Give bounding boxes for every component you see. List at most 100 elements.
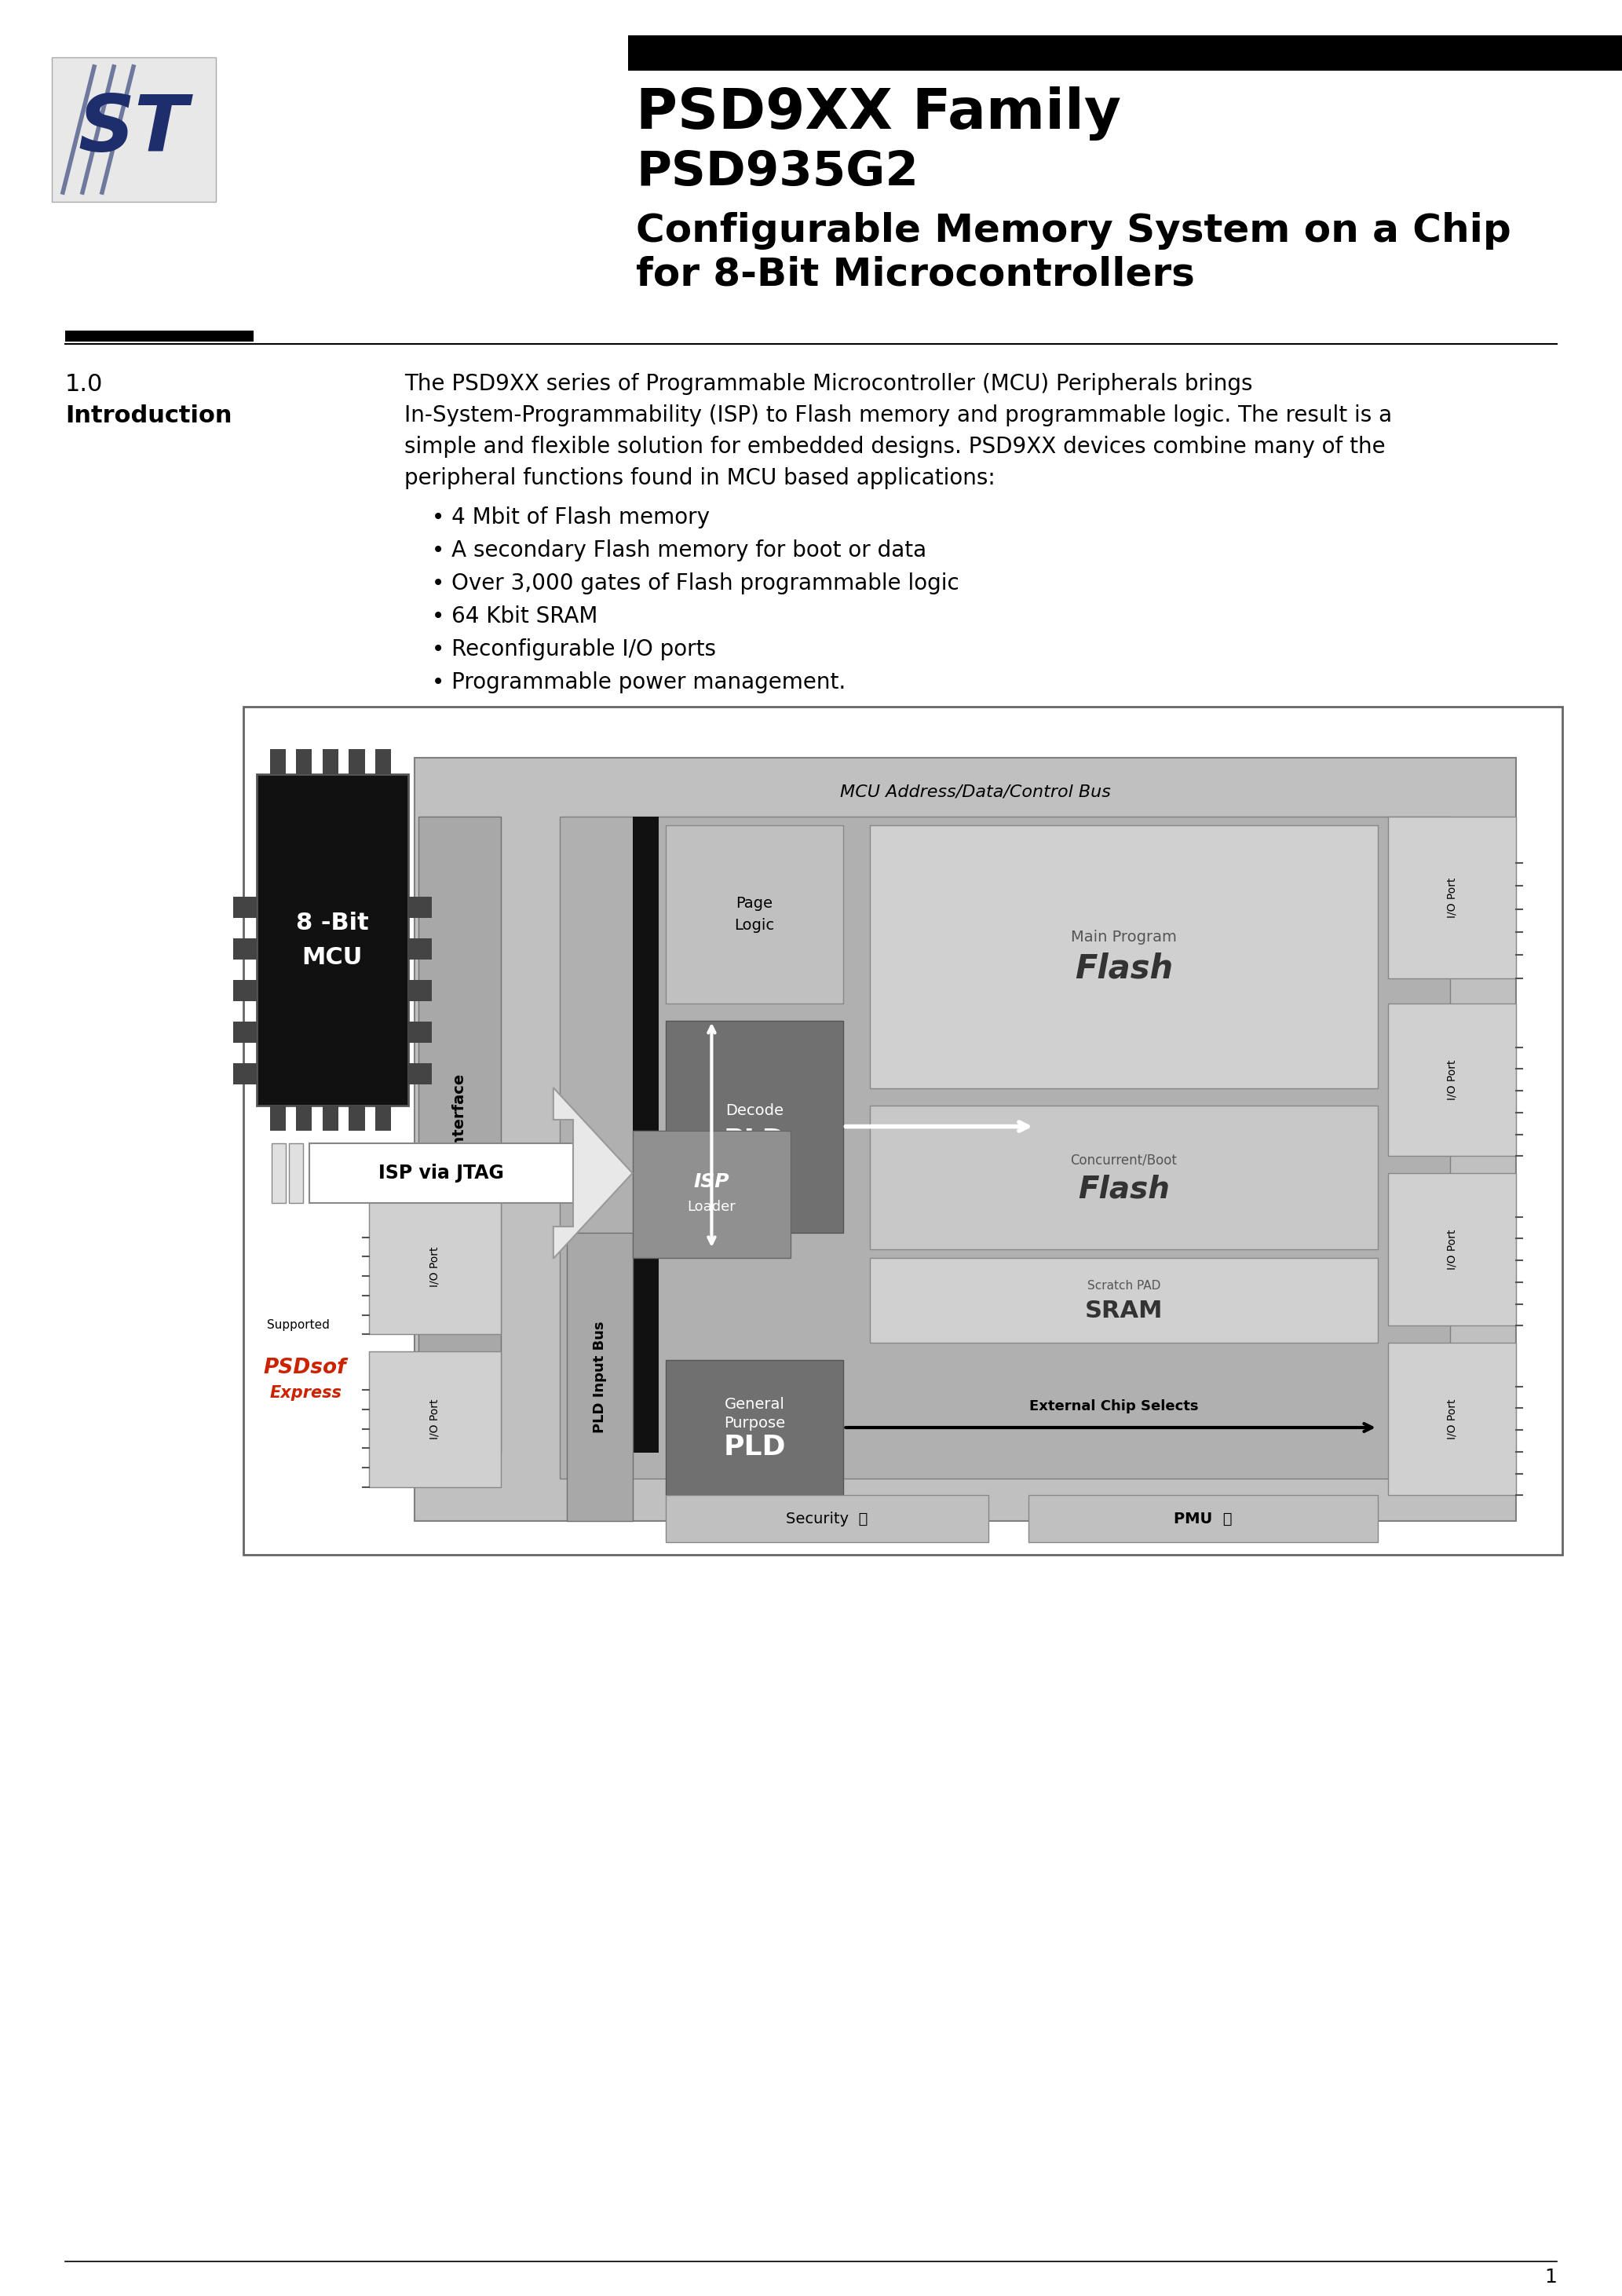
Bar: [323, 748, 339, 774]
Text: • 64 Kbit SRAM: • 64 Kbit SRAM: [431, 606, 599, 627]
Bar: [234, 939, 256, 960]
Text: PLD Input Bus: PLD Input Bus: [592, 1320, 607, 1433]
Bar: [256, 774, 409, 1104]
Bar: [566, 1233, 633, 1520]
Bar: [243, 707, 1562, 1554]
Bar: [869, 1104, 1377, 1249]
Text: PMU  🖴: PMU 🖴: [1174, 1511, 1233, 1527]
Text: PSD935G2: PSD935G2: [636, 149, 918, 195]
Bar: [665, 1359, 843, 1495]
Bar: [269, 748, 285, 774]
Text: 1: 1: [1544, 2268, 1557, 2287]
Bar: [349, 748, 365, 774]
Text: Scratch PAD: Scratch PAD: [1087, 1281, 1160, 1293]
Bar: [297, 748, 311, 774]
Text: Main Program: Main Program: [1071, 930, 1176, 944]
Bar: [323, 1104, 339, 1130]
Text: Security  🔒: Security 🔒: [787, 1511, 868, 1527]
Text: Decode: Decode: [725, 1104, 783, 1118]
Bar: [409, 898, 431, 918]
Text: Flash: Flash: [1079, 1173, 1169, 1203]
Text: Configurable Memory System on a Chip: Configurable Memory System on a Chip: [636, 211, 1512, 250]
Bar: [269, 1104, 285, 1130]
Bar: [409, 1022, 431, 1042]
Bar: [633, 1130, 792, 1258]
Text: Flash: Flash: [1075, 953, 1173, 985]
Text: PSD9XX Family: PSD9XX Family: [636, 87, 1121, 140]
Bar: [368, 1199, 501, 1334]
Text: Concurrent/Boot: Concurrent/Boot: [1071, 1153, 1178, 1166]
Text: PLD: PLD: [723, 1433, 785, 1460]
Bar: [65, 331, 253, 342]
Text: Loader: Loader: [688, 1201, 736, 1215]
Bar: [409, 980, 431, 1001]
Text: Purpose: Purpose: [723, 1417, 785, 1430]
Bar: [1388, 1343, 1517, 1495]
Bar: [409, 1063, 431, 1084]
Bar: [869, 827, 1377, 1088]
Text: I/O Port: I/O Port: [1447, 1228, 1458, 1270]
Text: I/O Port: I/O Port: [430, 1247, 440, 1286]
Bar: [368, 1352, 501, 1488]
Bar: [633, 817, 659, 1453]
Text: The PSD9XX series of Programmable Microcontroller (MCU) Peripherals brings: The PSD9XX series of Programmable Microc…: [404, 372, 1252, 395]
Bar: [1388, 817, 1517, 978]
Text: I/O Port: I/O Port: [1447, 1061, 1458, 1100]
Bar: [1388, 1173, 1517, 1325]
Text: External Chip Selects: External Chip Selects: [1030, 1398, 1199, 1414]
Text: In-System-Programmability (ISP) to Flash memory and programmable logic. The resu: In-System-Programmability (ISP) to Flash…: [404, 404, 1392, 427]
Text: I/O Port: I/O Port: [1447, 1398, 1458, 1440]
Text: Express: Express: [269, 1384, 342, 1401]
FancyBboxPatch shape: [52, 57, 216, 202]
Bar: [349, 1104, 365, 1130]
Text: SRAM: SRAM: [1085, 1300, 1163, 1322]
Bar: [234, 1022, 256, 1042]
Text: MCU Address/Data/Control Bus: MCU Address/Data/Control Bus: [840, 783, 1111, 799]
Text: PSDsof: PSDsof: [263, 1357, 345, 1378]
Text: General: General: [725, 1396, 785, 1412]
Bar: [297, 1104, 311, 1130]
Text: ISP: ISP: [694, 1173, 730, 1192]
Bar: [271, 1143, 285, 1203]
Text: simple and flexible solution for embedded designs. PSD9XX devices combine many o: simple and flexible solution for embedde…: [404, 436, 1385, 457]
Text: • Over 3,000 gates of Flash programmable logic: • Over 3,000 gates of Flash programmable…: [431, 572, 959, 595]
Bar: [665, 1495, 988, 1543]
Bar: [234, 1063, 256, 1084]
Text: I/O Port: I/O Port: [430, 1398, 440, 1440]
Text: I/O Port: I/O Port: [1447, 877, 1458, 918]
Text: MCU: MCU: [302, 946, 363, 969]
Text: • Reconfigurable I/O ports: • Reconfigurable I/O ports: [431, 638, 715, 661]
Bar: [234, 980, 256, 1001]
Bar: [409, 939, 431, 960]
Bar: [310, 1143, 573, 1203]
Text: • Programmable power management.: • Programmable power management.: [431, 670, 845, 693]
Bar: [665, 827, 843, 1003]
Text: • A secondary Flash memory for boot or data: • A secondary Flash memory for boot or d…: [431, 540, 926, 563]
Text: peripheral functions found in MCU based applications:: peripheral functions found in MCU based …: [404, 466, 996, 489]
Text: 1.0: 1.0: [65, 372, 104, 395]
Text: for 8-Bit Microcontrollers: for 8-Bit Microcontrollers: [636, 255, 1195, 294]
Text: • 4 Mbit of Flash memory: • 4 Mbit of Flash memory: [431, 507, 710, 528]
Bar: [665, 1019, 843, 1233]
Text: ISP via JTAG: ISP via JTAG: [378, 1164, 504, 1182]
Bar: [869, 1258, 1377, 1343]
Text: Supported: Supported: [268, 1320, 329, 1332]
Text: 8 -Bit: 8 -Bit: [295, 912, 368, 934]
Bar: [415, 758, 1517, 1520]
Bar: [375, 1104, 391, 1130]
Bar: [1028, 1495, 1377, 1543]
Bar: [289, 1143, 303, 1203]
Bar: [628, 34, 1622, 71]
Text: PLD: PLD: [723, 1127, 785, 1155]
Text: ST: ST: [78, 92, 188, 168]
Text: Introduction: Introduction: [65, 404, 232, 427]
Polygon shape: [553, 1088, 633, 1258]
Bar: [418, 817, 501, 1453]
Bar: [375, 748, 391, 774]
Bar: [1388, 1003, 1517, 1157]
Bar: [560, 817, 1450, 1479]
Bar: [234, 898, 256, 918]
Text: Page: Page: [736, 895, 774, 912]
Text: Logic: Logic: [735, 918, 775, 932]
Text: MCU Interface: MCU Interface: [453, 1075, 467, 1196]
